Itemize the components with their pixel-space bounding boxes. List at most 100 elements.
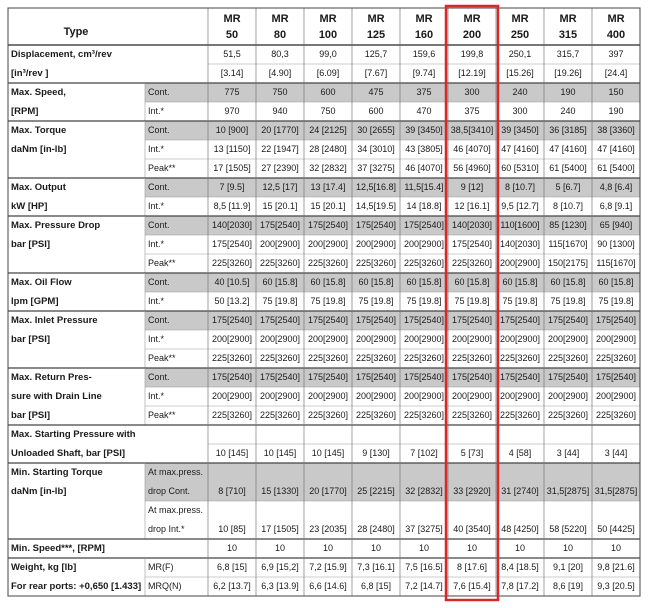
cell-value: 24 [2125] — [309, 125, 347, 135]
cell-value: 10 — [467, 543, 477, 553]
row-label: daNm [in-lb] — [11, 144, 66, 155]
cell-value: 140[2030] — [500, 239, 540, 249]
row-sub-label: Peak** — [148, 353, 176, 363]
cell-value: 7 [9.5] — [219, 182, 244, 192]
cell-value: 60 [5310] — [501, 163, 539, 173]
cell-value: 47 [4160] — [501, 144, 539, 154]
cell-value: 10 — [515, 543, 525, 553]
cell-value: 225[3260] — [260, 258, 300, 268]
cell-value: 175[2540] — [404, 372, 444, 382]
cell-value: 225[3260] — [404, 353, 444, 363]
cell-value: 10 — [275, 543, 285, 553]
row-shade — [145, 311, 640, 330]
cell-value: 200[2900] — [404, 239, 444, 249]
cell-value: 225[3260] — [308, 258, 348, 268]
cell-value: 30 [2655] — [357, 125, 395, 135]
cell-value: 60 [15.8] — [598, 277, 633, 287]
model-name: MR — [559, 13, 576, 25]
row-sub-label: Int.* — [148, 106, 165, 116]
cell-value: 4 [58] — [509, 448, 532, 458]
model-name: 315 — [559, 29, 577, 41]
cell-value: 6,8 [15] — [217, 562, 247, 572]
row-label: Min. Speed***, [RPM] — [11, 543, 105, 554]
row-label: bar [PSI] — [11, 334, 50, 345]
cell-value: 36 [3185] — [549, 125, 587, 135]
cell-value: 8 [710] — [218, 486, 246, 496]
cell-value: 8 [10.7] — [553, 201, 583, 211]
row-sub-label: drop Int.* — [148, 524, 185, 534]
row-label: Unloaded Shaft, bar [PSI] — [11, 448, 125, 459]
row-label: Max. Inlet Pressure — [11, 315, 98, 326]
cell-value: 90 [1300] — [597, 239, 635, 249]
row-shade — [145, 83, 640, 102]
cell-value: 970 — [224, 106, 239, 116]
row-label: Max. Return Pres- — [11, 372, 92, 383]
cell-value: [7.67] — [365, 68, 388, 78]
cell-value: 175[2540] — [452, 315, 492, 325]
cell-value: 48 [4250] — [501, 524, 539, 534]
cell-value: 750 — [320, 106, 335, 116]
cell-value: 225[3260] — [404, 410, 444, 420]
row-sub-label: At max.press. — [148, 505, 203, 515]
cell-value: 28 [2480] — [357, 524, 395, 534]
row-sub-label: Cont. — [148, 277, 170, 287]
cell-value: 200[2900] — [212, 391, 252, 401]
cell-value: 200[2900] — [548, 334, 588, 344]
cell-value: 46 [4070] — [453, 144, 491, 154]
cell-value: 200[2900] — [452, 391, 492, 401]
cell-value: 99,0 — [319, 49, 337, 59]
row-sub-label: Int.* — [148, 391, 165, 401]
row-label: Weight, kg [lb] — [11, 562, 76, 573]
cell-value: 225[3260] — [452, 258, 492, 268]
row-sub-label: At max.press. — [148, 467, 203, 477]
cell-value: 200[2900] — [356, 239, 396, 249]
cell-value: 750 — [272, 87, 287, 97]
cell-value: 200[2900] — [308, 239, 348, 249]
cell-value: 6,3 [13.9] — [261, 581, 299, 591]
cell-value: 225[3260] — [452, 410, 492, 420]
cell-value: 200[2900] — [212, 334, 252, 344]
cell-value: 190 — [608, 106, 623, 116]
row-sub-label: Int.* — [148, 201, 165, 211]
row-sub-label: Int.* — [148, 296, 165, 306]
row-label: bar [PSI] — [11, 239, 50, 250]
cell-value: 8,6 [19] — [553, 581, 583, 591]
cell-value: 9 [12] — [461, 182, 484, 192]
cell-value: 940 — [272, 106, 287, 116]
row-label: kW [HP] — [11, 201, 47, 212]
cell-value: 200[2900] — [260, 334, 300, 344]
row-sub-label: Cont. — [148, 220, 170, 230]
row-sub-label: Int.* — [148, 239, 165, 249]
highlight-box — [444, 4, 500, 602]
cell-value: 32 [2832] — [405, 486, 443, 496]
cell-value: 20 [1770] — [309, 486, 347, 496]
cell-value: 200[2900] — [308, 391, 348, 401]
cell-value: 175[2540] — [500, 315, 540, 325]
row-sub-label: Peak** — [148, 258, 176, 268]
cell-value: 175[2540] — [260, 315, 300, 325]
row-label: For rear ports: +0,650 [1.433] — [11, 581, 141, 592]
cell-value: 85 [1230] — [549, 220, 587, 230]
row-label: Max. Output — [11, 182, 67, 193]
cell-value: 75 [19.8] — [262, 296, 297, 306]
cell-value: 47 [4160] — [597, 144, 635, 154]
row-label: Max. Starting Pressure with — [11, 429, 136, 440]
cell-value: 175[2540] — [308, 315, 348, 325]
cell-value: 175[2540] — [356, 220, 396, 230]
model-name: MR — [463, 13, 480, 25]
model-name: 200 — [463, 29, 481, 41]
cell-value: 60 [15.8] — [502, 277, 537, 287]
cell-value: 150[2175] — [548, 258, 588, 268]
cell-value: 75 [19.8] — [550, 296, 585, 306]
cell-value: 51,5 — [223, 49, 241, 59]
cell-value: 200[2900] — [500, 391, 540, 401]
cell-value: 25 [2215] — [357, 486, 395, 496]
model-name: 100 — [319, 29, 337, 41]
row-label: sure with Drain Line — [11, 391, 102, 402]
cell-value: 225[3260] — [212, 353, 252, 363]
cell-value: 40 [10.5] — [214, 277, 249, 287]
cell-value: 175[2540] — [500, 372, 540, 382]
cell-value: [9.74] — [413, 68, 436, 78]
cell-value: 175[2540] — [308, 220, 348, 230]
cell-value: 10 [85] — [218, 524, 246, 534]
